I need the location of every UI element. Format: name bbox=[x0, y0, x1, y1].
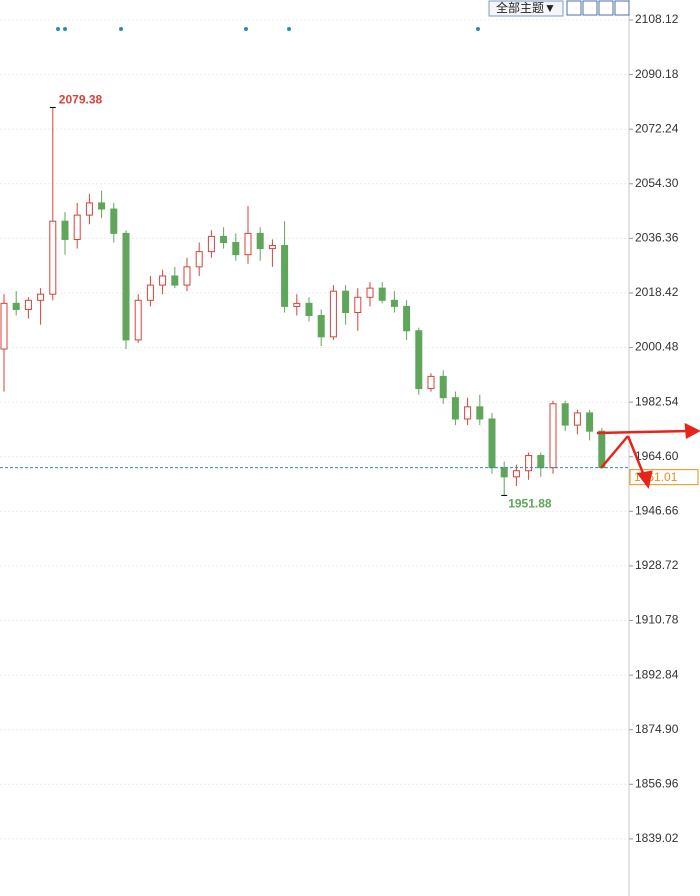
event-marker bbox=[63, 27, 67, 31]
candle-body bbox=[305, 302, 313, 317]
low-label: 1951.88 bbox=[508, 497, 552, 511]
event-marker bbox=[244, 27, 248, 31]
y-tick-label: 1839.02 bbox=[635, 831, 679, 845]
candle-body bbox=[573, 412, 581, 426]
candle-body bbox=[24, 299, 32, 310]
candle-body bbox=[268, 245, 276, 250]
candle-body bbox=[12, 302, 20, 310]
candle-body bbox=[537, 455, 545, 469]
candle-body bbox=[329, 290, 337, 338]
candle-body bbox=[85, 202, 93, 216]
candle-body bbox=[37, 293, 45, 301]
candle-body bbox=[378, 287, 386, 301]
candle-body bbox=[98, 202, 106, 210]
candle-body bbox=[73, 214, 81, 240]
candle-body bbox=[281, 245, 289, 307]
candle-body bbox=[598, 430, 606, 469]
arrow bbox=[600, 435, 629, 469]
candle-body bbox=[366, 287, 374, 298]
candle-body bbox=[195, 251, 203, 268]
candle-body bbox=[256, 232, 264, 250]
candle-body bbox=[561, 403, 569, 426]
y-tick-label: 1982.54 bbox=[635, 394, 679, 408]
candle-body bbox=[134, 299, 142, 341]
y-tick-label: 2054.30 bbox=[635, 176, 679, 190]
event-marker bbox=[476, 27, 480, 31]
y-tick-label: 1874.90 bbox=[635, 722, 679, 736]
candle-body bbox=[390, 299, 398, 307]
y-tick-label: 1946.66 bbox=[635, 503, 679, 517]
candle-body bbox=[220, 235, 228, 244]
theme-button-label[interactable]: 全部主题▼ bbox=[496, 0, 556, 15]
event-marker bbox=[119, 27, 123, 31]
arrow bbox=[596, 429, 691, 435]
y-tick-label: 2090.18 bbox=[635, 67, 679, 81]
candle-body bbox=[317, 315, 325, 338]
candle-body bbox=[500, 467, 508, 478]
candle-body bbox=[49, 220, 57, 295]
candle-body bbox=[171, 275, 179, 286]
candle-body bbox=[207, 235, 215, 253]
y-tick-label: 2108.12 bbox=[635, 12, 679, 26]
candle-body bbox=[110, 208, 118, 234]
candle-body bbox=[244, 232, 252, 256]
arrowhead bbox=[684, 422, 700, 440]
candle-body bbox=[183, 266, 191, 286]
y-tick-label: 1910.78 bbox=[635, 613, 679, 627]
candle-body bbox=[415, 330, 423, 390]
tool-icon[interactable] bbox=[582, 0, 598, 16]
candle-body bbox=[61, 220, 69, 240]
arrowhead bbox=[636, 470, 653, 489]
candle-body bbox=[476, 406, 484, 420]
tool-icon[interactable] bbox=[614, 0, 630, 16]
candle-body bbox=[427, 375, 435, 390]
event-markers bbox=[56, 27, 480, 31]
candle-body bbox=[512, 470, 520, 478]
candle-body bbox=[488, 418, 496, 469]
candle-body bbox=[549, 403, 557, 469]
tool-icon[interactable] bbox=[566, 0, 582, 16]
candle-body bbox=[159, 275, 167, 286]
candle-body bbox=[354, 296, 362, 313]
plot: 2108.12 2090.18 2072.24 2054.30 2036.36 2018.… bbox=[0, 12, 699, 845]
candle-body bbox=[464, 406, 472, 420]
candle-body bbox=[525, 455, 533, 472]
candle-body bbox=[586, 412, 594, 432]
y-tick-label: 1964.60 bbox=[635, 449, 679, 463]
candle-body bbox=[451, 397, 459, 420]
candle-body bbox=[232, 242, 240, 256]
theme-button[interactable] bbox=[488, 0, 564, 17]
candle-body bbox=[0, 302, 8, 350]
arrow bbox=[626, 435, 647, 479]
event-marker bbox=[287, 27, 291, 31]
candle-body bbox=[439, 375, 447, 399]
toolbar: 全部主题▼ bbox=[488, 0, 630, 17]
tool-icon[interactable] bbox=[598, 0, 614, 16]
annotation-arrows bbox=[596, 422, 700, 489]
candle-body bbox=[122, 232, 130, 341]
y-tick-label: 2000.48 bbox=[635, 340, 679, 354]
candle-body bbox=[293, 302, 301, 307]
candle-body bbox=[146, 284, 154, 301]
y-tick-label: 2036.36 bbox=[635, 231, 679, 245]
y-tick-label: 1856.96 bbox=[635, 776, 679, 790]
event-marker bbox=[56, 27, 60, 31]
y-tick-label: 1928.72 bbox=[635, 558, 679, 572]
y-tick-label: 2018.42 bbox=[635, 285, 679, 299]
candle-body bbox=[342, 290, 350, 313]
y-tick-label: 1892.84 bbox=[635, 667, 679, 681]
candle-body bbox=[403, 305, 411, 332]
high-label: 2079.38 bbox=[59, 93, 103, 107]
y-tick-label: 2072.24 bbox=[635, 121, 679, 135]
